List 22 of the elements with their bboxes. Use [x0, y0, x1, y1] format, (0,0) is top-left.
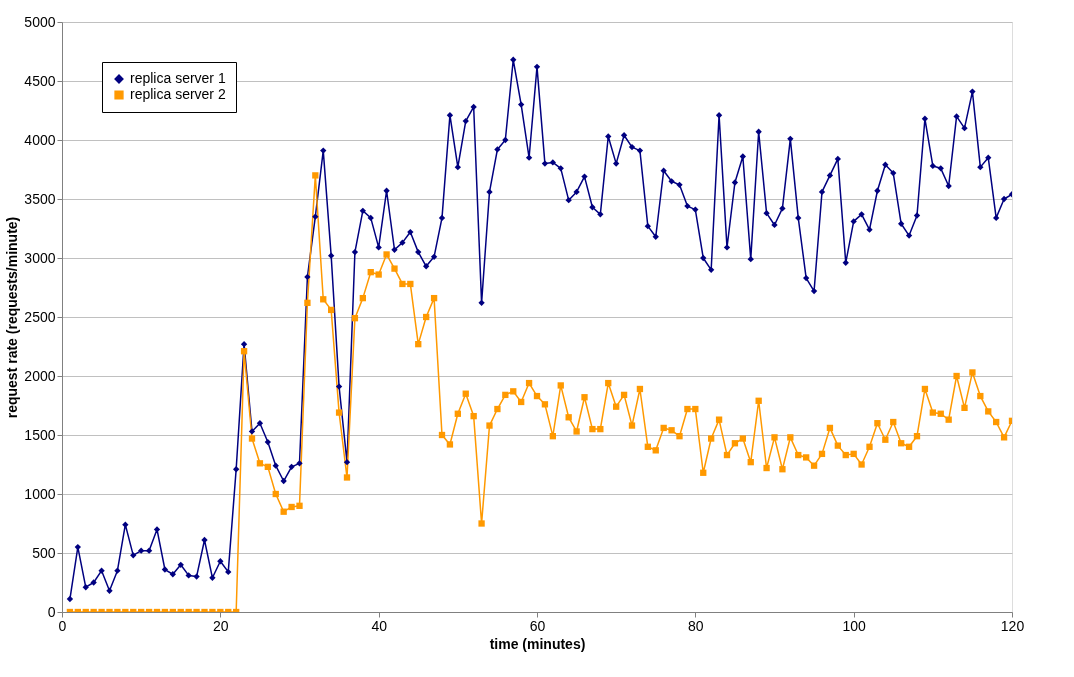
x-tick-label: 120 — [1000, 617, 1025, 634]
legend-label: replica server 2 — [130, 86, 226, 102]
x-tick-label: 80 — [688, 617, 704, 634]
x-axis-title: time (minutes) — [489, 635, 586, 652]
x-tick-label: 20 — [213, 617, 229, 634]
y-tick-label: 3000 — [24, 249, 56, 266]
x-tick-label: 0 — [58, 617, 67, 634]
y-tick-label: 500 — [32, 544, 56, 561]
y-tick-label: 0 — [47, 603, 56, 620]
legend-label: replica server 1 — [130, 70, 226, 86]
x-tick-label: 60 — [529, 617, 546, 634]
x-tick-label: 40 — [371, 617, 388, 634]
y-tick-label: 1500 — [24, 426, 56, 443]
y-tick-label: 2500 — [24, 308, 56, 325]
y-tick-label: 4000 — [24, 131, 56, 148]
y-tick-label: 2000 — [24, 367, 56, 384]
x-tick-label: 100 — [842, 617, 867, 634]
y-tick-label: 3500 — [24, 190, 56, 207]
y-tick-label: 1000 — [24, 485, 56, 502]
y-axis-title: request rate (requests/minute) — [4, 216, 21, 419]
y-tick-label: 5000 — [24, 13, 56, 30]
y-tick-label: 4500 — [24, 72, 56, 89]
